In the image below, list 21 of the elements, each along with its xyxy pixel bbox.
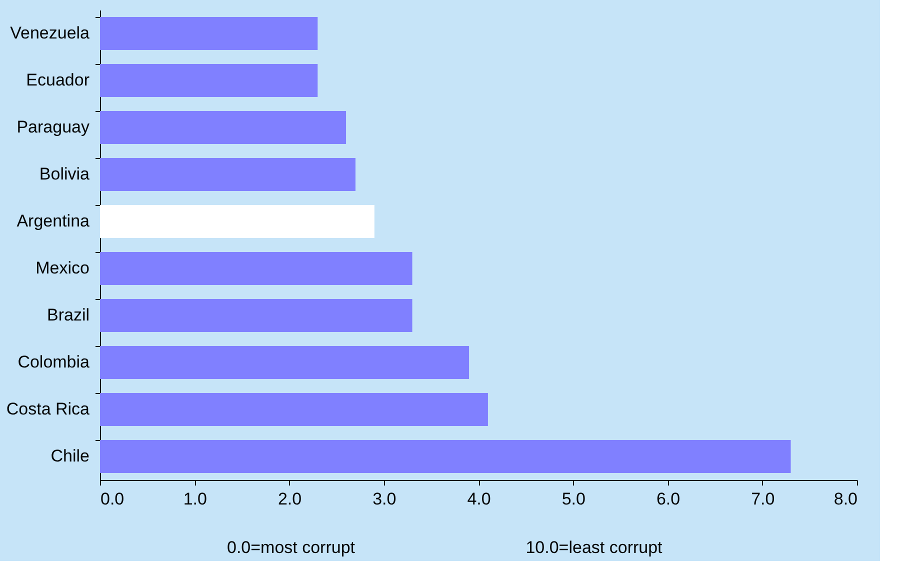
y-tick-label: Chile: [50, 446, 90, 466]
y-tick-label: Argentina: [16, 212, 90, 230]
y-tick-label: Mexico: [36, 258, 90, 278]
x-tick-label: 4.0: [467, 490, 491, 508]
y-tick-label: Paraguay: [16, 118, 90, 136]
y-tick-label: Venezuela: [10, 24, 90, 42]
x-tick-label: 0.0: [100, 490, 124, 508]
text: 0.0=most corrupt: [226, 538, 356, 557]
x-tick-label: 7.0: [751, 490, 775, 508]
x-tick-label: 8.0: [834, 490, 858, 508]
y-tick-label: Bolivia: [39, 164, 90, 184]
y-tick-label: Colombia: [18, 352, 90, 372]
x-tick-label: 1.0: [183, 490, 207, 508]
y-tick-label: Costa Rica: [6, 400, 90, 418]
text: 10.0=least corrupt: [526, 538, 663, 557]
y-tick-label: Ecuador: [26, 70, 90, 90]
x-tick-label: 6.0: [656, 490, 680, 508]
x-tick-label: 3.0: [372, 490, 396, 508]
x-tick-label: 5.0: [562, 490, 586, 508]
y-tick-label: Brazil: [46, 306, 90, 324]
x-tick-label: 2.0: [278, 490, 302, 508]
